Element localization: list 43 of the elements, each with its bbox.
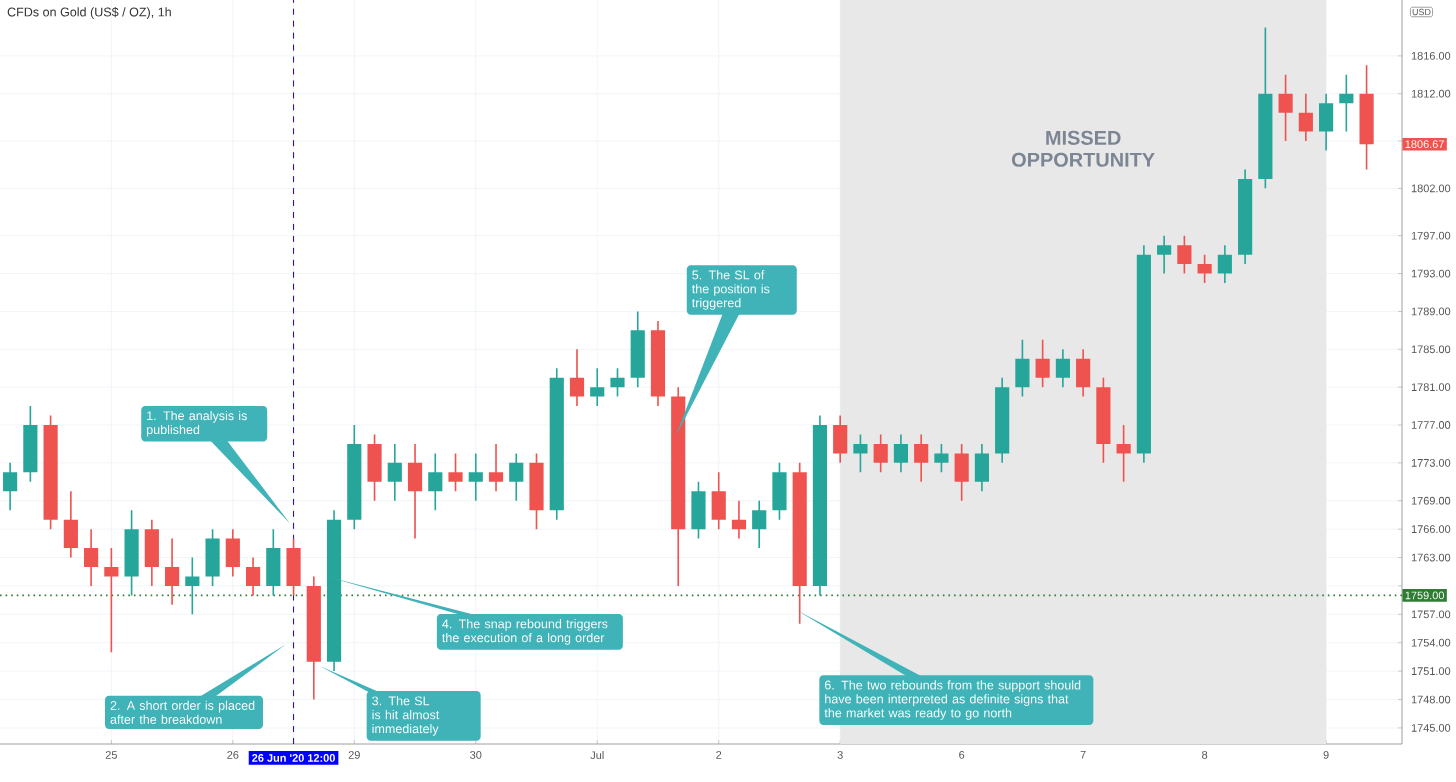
candlestick (1238, 169, 1253, 265)
candlestick (468, 453, 483, 501)
candlestick (934, 443, 949, 473)
candlestick (893, 434, 909, 473)
candlestick (772, 462, 787, 520)
candlestick (448, 453, 463, 492)
candlestick (569, 349, 585, 407)
candlestick (1055, 349, 1070, 388)
candlestick (650, 320, 666, 407)
band-label: MISSED OPPORTUNITY (1012, 130, 1155, 167)
candlestick (84, 529, 99, 586)
candlestick (144, 519, 159, 586)
candlestick (165, 538, 180, 605)
candlestick (711, 472, 726, 530)
candlestick (792, 462, 807, 624)
candlestick (225, 529, 240, 577)
candlestick (630, 311, 645, 388)
candlestick (1157, 235, 1172, 274)
candlestick (1217, 245, 1232, 284)
candlestick (245, 557, 261, 596)
candlestick (509, 453, 524, 501)
candlestick (488, 443, 504, 492)
candlestick (407, 443, 423, 539)
candlestick (974, 443, 989, 492)
candlestick (529, 453, 544, 530)
candlestick (387, 443, 402, 501)
candlestick (1319, 93, 1334, 151)
candlestick (428, 453, 443, 511)
candlestick (286, 538, 301, 596)
candlestick (691, 481, 706, 539)
candlestick (914, 434, 929, 482)
candlestick (63, 491, 78, 558)
candlestick (306, 576, 321, 700)
candlestick (833, 415, 848, 463)
candlestick (731, 500, 747, 539)
candlestick (752, 500, 767, 549)
candlestick (367, 434, 382, 501)
candlestick (3, 462, 18, 511)
candlestick (347, 425, 362, 530)
candlestick (1298, 93, 1313, 142)
candlestick (205, 529, 220, 586)
candlestick (1076, 349, 1091, 397)
candlestick (590, 368, 605, 407)
